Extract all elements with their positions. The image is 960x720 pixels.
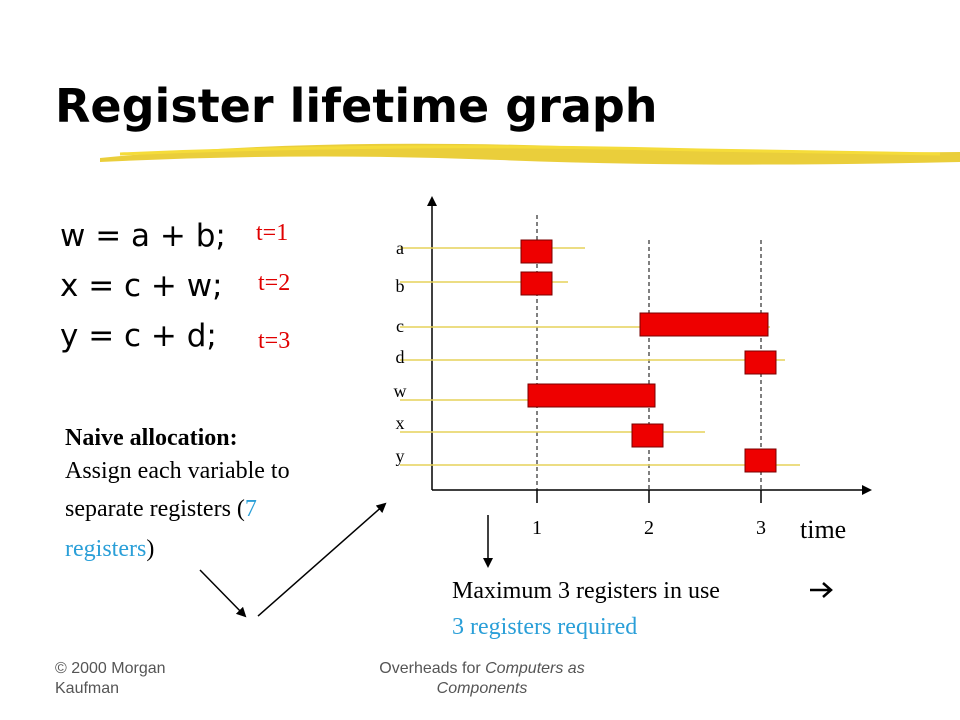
lifetime-bar bbox=[744, 350, 777, 375]
naive-text-part: ) bbox=[146, 536, 154, 562]
variable-labels: a b c d w x y bbox=[394, 238, 407, 466]
naive-heading: Naive allocation: bbox=[65, 425, 238, 451]
conclusion-line: Maximum 3 registers in use bbox=[452, 578, 720, 604]
footer-center: Components bbox=[437, 680, 528, 697]
variable-label: a bbox=[396, 238, 404, 258]
code: w = a + b; x = c + w; y = c + d; bbox=[60, 218, 226, 354]
lifetime-bar bbox=[744, 448, 777, 473]
time-label: t=3 bbox=[258, 328, 290, 354]
conclusion-line: 3 registers required bbox=[452, 614, 637, 640]
tick-label: 1 bbox=[532, 517, 542, 539]
code-line: w = a + b; bbox=[60, 218, 226, 254]
footer-center: Overheads for Computers as bbox=[379, 660, 584, 677]
title-brush-highlight bbox=[119, 145, 941, 156]
variable-label: d bbox=[396, 347, 405, 367]
naive-highlight: 7 bbox=[245, 496, 257, 522]
title: Register lifetime graph bbox=[55, 79, 658, 133]
variable-label: b bbox=[396, 276, 405, 296]
lifetime-bar bbox=[631, 423, 664, 448]
naive-text: Naive allocation: Assign each variable t… bbox=[65, 425, 290, 562]
pointer-arrows bbox=[199, 502, 493, 618]
variable-label: x bbox=[396, 413, 405, 433]
footer-text: Overheads for bbox=[379, 660, 485, 677]
code-line: y = c + d; bbox=[60, 318, 217, 354]
code-line: x = c + w; bbox=[60, 268, 223, 304]
naive-line: separate registers (7 bbox=[65, 496, 257, 522]
tick-label: 2 bbox=[644, 517, 654, 539]
naive-highlight: registers bbox=[65, 536, 146, 562]
arrow bbox=[257, 502, 387, 617]
footer-book: Computers as bbox=[485, 660, 585, 677]
variable-label: c bbox=[396, 316, 404, 336]
lifetime-graph: 1 2 3 time a b c d w bbox=[394, 196, 872, 544]
time-label: t=1 bbox=[256, 220, 288, 246]
implies-arrow bbox=[810, 582, 833, 598]
time-label: t=2 bbox=[258, 270, 290, 296]
lifetime-bar bbox=[520, 271, 553, 296]
arrow bbox=[199, 569, 247, 618]
times: t=1 t=2 t=3 bbox=[256, 220, 290, 354]
footer-left: Kaufman bbox=[55, 680, 119, 697]
naive-line: Assign each variable to bbox=[65, 458, 290, 484]
variable-label: w bbox=[394, 381, 407, 401]
lifetime-bar bbox=[527, 383, 656, 408]
naive-text-part: separate registers ( bbox=[65, 496, 245, 522]
lifetime-bar bbox=[520, 239, 553, 264]
variable-label: y bbox=[396, 446, 405, 466]
naive-line: registers) bbox=[65, 536, 154, 562]
tick-label: 3 bbox=[756, 517, 766, 539]
tick-labels: 1 2 3 bbox=[532, 517, 766, 539]
lifetime-bars bbox=[520, 239, 777, 473]
tick-marks bbox=[536, 490, 762, 503]
lifetime-bar bbox=[639, 312, 769, 337]
axis-label: time bbox=[800, 515, 846, 544]
footer-left: © 2000 Morgan bbox=[55, 660, 166, 677]
